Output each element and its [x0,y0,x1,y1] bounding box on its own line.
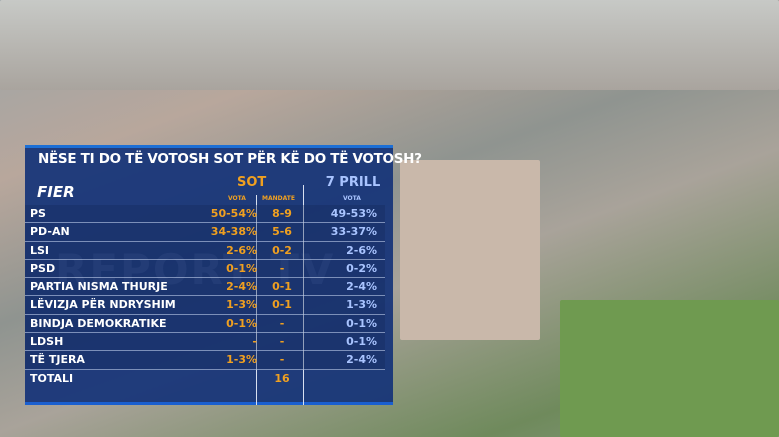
table-row: LDSH - - 0-1% [25,333,385,352]
sot-mandate: 0-2 [272,243,292,257]
sot-mandate: - [279,335,285,349]
table-row: LSI 2-6% 0-2 2-6% [25,241,385,260]
table-row: PS 50-54% 8-9 49-53% [25,205,385,224]
sot-vota: 1-3% [226,353,257,367]
party-name: LËVIZJA PËR NDRYSHIM [30,298,176,312]
results-table: PS 50-54% 8-9 49-53% PD-AN 34-38% 5-6 33-37% LSI… [25,205,385,388]
table-row: PSD 0-1% - 0-2% [25,259,385,279]
sot-vota: 50-54% [210,207,257,220]
sot-mandate: 8-9 [272,207,292,220]
party-name: PD-AN [30,225,70,239]
city-background-park [560,300,779,437]
prill-vota: 33-37% [330,225,377,239]
table-row: LËVIZJA PËR NDRYSHIM 1-3% 0-1 1-3% [25,296,385,315]
poll-question: NËSE TI DO TË VOTOSH SOT PËR KË DO TË VO… [38,151,422,167]
table-row: TË TJERA 1-3% - 2-4% [25,351,385,370]
party-name: PS [30,207,46,220]
column-divider [256,195,257,405]
party-name: LSI [30,243,50,257]
table-row: BINDJA DEMOKRATIKE 0-1% - 0-1% [25,314,385,334]
subheader-mandate: MANDATE [262,195,295,202]
header-sot: SOT [237,175,267,190]
header-7-prill: 7 PRILL [325,175,381,190]
sot-mandate: 16 [274,371,290,385]
table-row: TOTALI 16 [25,370,385,388]
sot-vota: 34-38% [210,225,257,239]
prill-vota: 2-4% [346,280,377,294]
prill-vota: 2-4% [346,353,377,367]
sot-mandate: 0-1 [272,280,292,294]
sot-mandate: - [279,353,285,367]
party-name: LDSH [30,335,64,349]
poll-panel: REPORT TV NËSE TI DO TË VOTOSH SOT PËR K… [25,145,422,405]
party-name: BINDJA DEMOKRATIKE [30,316,167,330]
party-name: PSD [30,261,56,275]
party-name: PARTIA NISMA THURJE [30,280,168,294]
sot-mandate: 0-1 [272,298,292,312]
sot-mandate: 5-6 [272,225,292,239]
prill-vota: 1-3% [346,298,377,312]
table-row: PD-AN 34-38% 5-6 33-37% [25,223,385,242]
prill-vota: 2-6% [346,243,377,257]
sot-vota: 0-1% [226,261,257,275]
sot-vota: 2-4% [226,280,257,294]
watermark: REPORT TV [55,245,336,294]
column-divider [303,185,304,405]
prill-vota: 0-1% [346,335,377,349]
subheader-sot-vota: VOTA [228,195,246,202]
prill-vota: 49-53% [330,207,377,220]
sot-vota: 0-1% [226,316,257,330]
sot-vota: - [252,335,257,349]
sot-mandate: - [279,261,285,275]
party-name: TË TJERA [30,353,85,367]
prill-vota: 0-1% [346,316,377,330]
sot-vota: 2-6% [226,243,257,257]
party-name: TOTALI [30,371,74,385]
subheader-prill-vota: VOTA [343,195,361,202]
prill-vota: 0-2% [346,261,377,275]
sot-vota: 1-3% [226,298,257,312]
table-row: PARTIA NISMA THURJE 2-4% 0-1 2-4% [25,278,385,297]
region-label: FIER [37,183,75,201]
sot-mandate: - [279,316,285,330]
city-background [400,160,540,340]
city-background-top [0,0,779,90]
